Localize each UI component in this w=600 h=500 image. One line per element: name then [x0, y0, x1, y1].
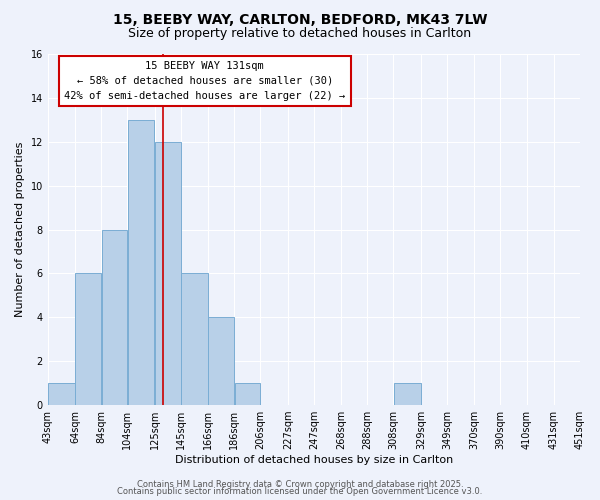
Bar: [155, 142, 181, 405]
Text: 15, BEEBY WAY, CARLTON, BEDFORD, MK43 7LW: 15, BEEBY WAY, CARLTON, BEDFORD, MK43 7L…: [113, 12, 487, 26]
Text: Contains public sector information licensed under the Open Government Licence v3: Contains public sector information licen…: [118, 487, 482, 496]
Bar: [394, 383, 421, 405]
Bar: [128, 120, 154, 405]
X-axis label: Distribution of detached houses by size in Carlton: Distribution of detached houses by size …: [175, 455, 453, 465]
Bar: [208, 318, 234, 405]
Y-axis label: Number of detached properties: Number of detached properties: [15, 142, 25, 317]
Bar: [235, 383, 260, 405]
Bar: [101, 230, 127, 405]
Bar: [181, 274, 208, 405]
Bar: [48, 383, 75, 405]
Text: Contains HM Land Registry data © Crown copyright and database right 2025.: Contains HM Land Registry data © Crown c…: [137, 480, 463, 489]
Text: 15 BEEBY WAY 131sqm
← 58% of detached houses are smaller (30)
42% of semi-detach: 15 BEEBY WAY 131sqm ← 58% of detached ho…: [64, 61, 346, 100]
Text: Size of property relative to detached houses in Carlton: Size of property relative to detached ho…: [128, 28, 472, 40]
Bar: [76, 274, 101, 405]
